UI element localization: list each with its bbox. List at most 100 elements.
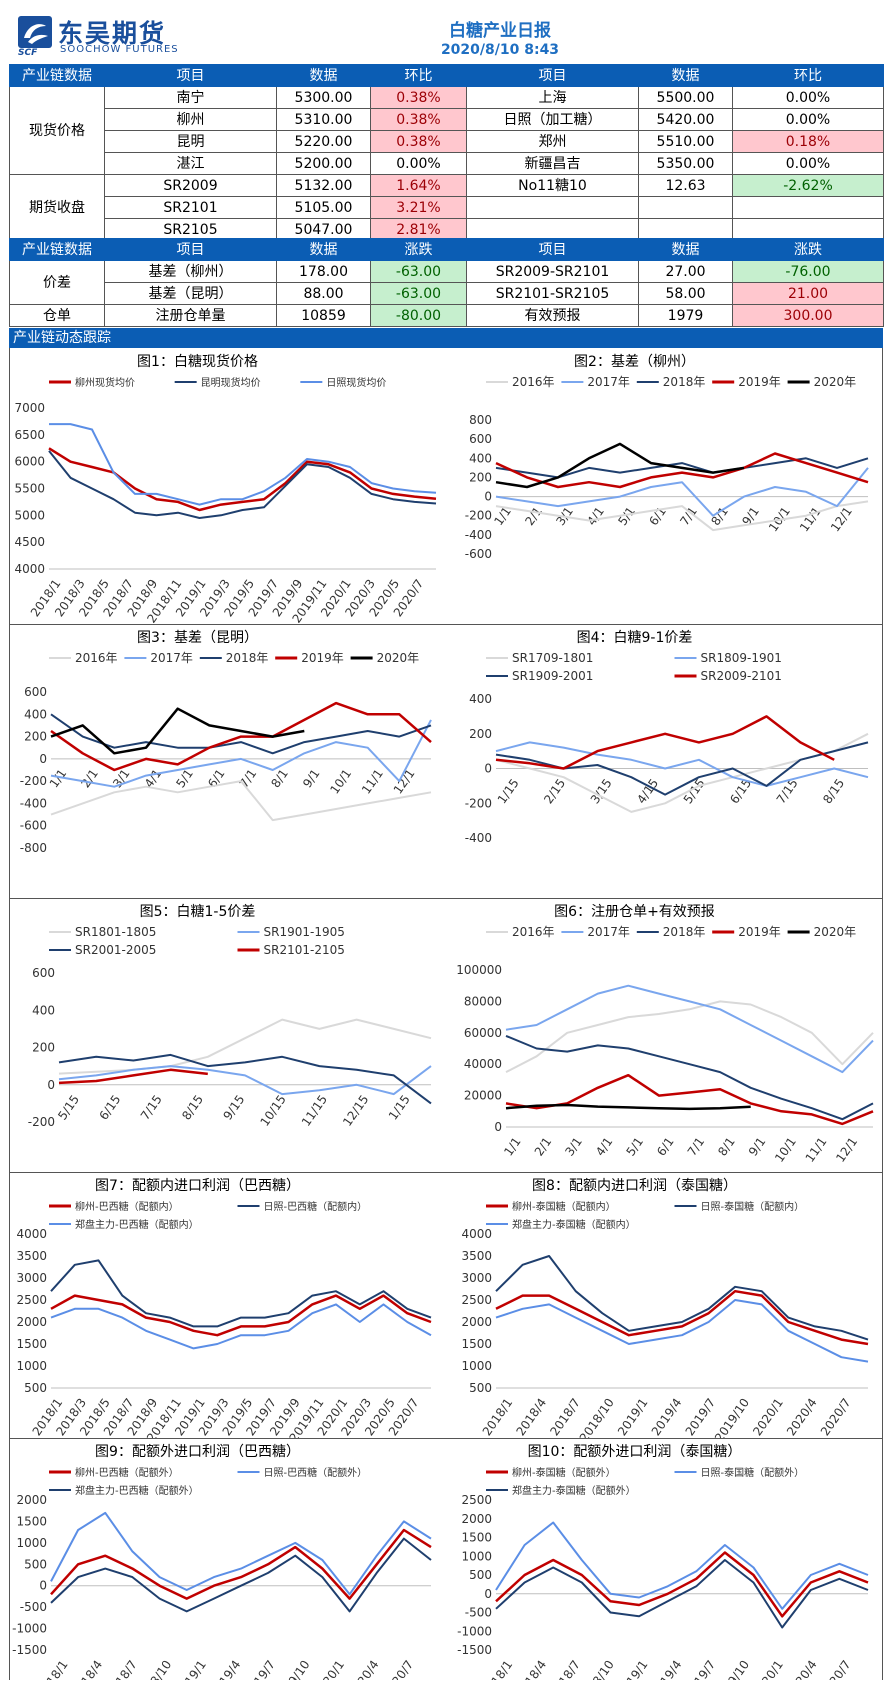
spread-label: 价差 bbox=[9, 260, 105, 305]
table-row: 价差 基差（柳州） 178.00 -63.00 SR2009-SR2101 27… bbox=[9, 260, 884, 305]
x-tick-label: 9/1 bbox=[746, 1135, 769, 1159]
x-tick-label: 4/1 bbox=[593, 1135, 616, 1159]
futures-close-label: 期货收盘 bbox=[9, 174, 105, 241]
x-tick-label: 2018/1 bbox=[480, 1396, 516, 1438]
series-line bbox=[50, 707, 305, 755]
legend-label: SR1709-1801 bbox=[512, 651, 593, 665]
y-tick-label: 3000 bbox=[16, 1271, 47, 1285]
x-tick-label: 2020/7 bbox=[818, 1396, 854, 1438]
legend-label: 柳州-泰国糖（配额外） bbox=[512, 1466, 616, 1479]
table-cell: -63.00 bbox=[370, 260, 467, 283]
y-tick-label: 1500 bbox=[461, 1531, 492, 1545]
table-cell: 27.00 bbox=[638, 260, 733, 283]
x-tick-label: 2019/10 bbox=[272, 1658, 312, 1680]
charts-area bbox=[9, 348, 883, 1680]
x-tick-label: 2020/1 bbox=[750, 1658, 786, 1680]
legend-label: 2017年 bbox=[587, 375, 630, 389]
legend-label: 柳州现货均价 bbox=[75, 376, 135, 389]
y-tick-label: 200 bbox=[469, 470, 492, 484]
legend-label: 郑盘主力-巴西糖（配额外） bbox=[75, 1484, 199, 1497]
legend-label: 郑盘主力-泰国糖（配额内） bbox=[512, 1218, 636, 1231]
table2-header: 产业链数据 bbox=[9, 238, 105, 261]
legend-label: SR1809-1901 bbox=[701, 651, 782, 665]
series-line bbox=[505, 1034, 874, 1121]
y-tick-label: 6500 bbox=[14, 428, 45, 442]
x-tick-label: 2018/10 bbox=[577, 1658, 617, 1680]
table1-header: 产业链数据 bbox=[9, 64, 105, 87]
series-line bbox=[50, 1303, 432, 1350]
series-line bbox=[50, 701, 432, 772]
legend-label: 郑盘主力-巴西糖（配额内） bbox=[75, 1218, 199, 1231]
report-title: 白糖产业日报 bbox=[449, 21, 551, 41]
series-line bbox=[58, 1018, 432, 1075]
y-tick-label: -400 bbox=[20, 796, 47, 810]
y-tick-label: 400 bbox=[469, 451, 492, 465]
table-cell: 0.38% bbox=[370, 86, 467, 109]
x-tick-label: 10/1 bbox=[772, 1135, 799, 1165]
y-tick-label: 0 bbox=[39, 1579, 47, 1593]
table-cell: 3.21% bbox=[370, 196, 467, 219]
x-tick-label: 1/15 bbox=[495, 776, 522, 806]
y-tick-label: -1000 bbox=[457, 1624, 492, 1638]
chart-title: 图8：配额内进口利润（泰国糖） bbox=[532, 1178, 737, 1194]
chart-svg: 图4：白糖9-1价差 SR1709-1801 SR1809-1901 SR1909-2… bbox=[465, 630, 869, 845]
series-line bbox=[50, 719, 432, 788]
table-row: 仓单 注册仓单量 10859 -80.00 有效预报 1979 300.00 bbox=[9, 304, 884, 327]
table-cell: 有效预报 bbox=[466, 304, 639, 327]
chart-title: 图2：基差（柳州） bbox=[574, 353, 695, 370]
table-cell: 基差（昆明） bbox=[104, 282, 277, 305]
legend-label: 日照-巴西糖（配额内） bbox=[264, 1200, 368, 1213]
series-line bbox=[50, 1294, 432, 1337]
table-cell-empty bbox=[638, 196, 733, 219]
divider bbox=[9, 1172, 883, 1173]
chart-title: 图5：白糖1-5价差 bbox=[140, 904, 256, 920]
y-tick-label: 800 bbox=[469, 413, 492, 427]
y-tick-label: 500 bbox=[24, 1381, 47, 1395]
series-line bbox=[495, 741, 869, 787]
legend-label: 2019年 bbox=[301, 651, 344, 665]
y-tick-label: 500 bbox=[24, 1557, 47, 1571]
x-tick-label: 12/1 bbox=[828, 504, 855, 534]
legend-label: 日照-泰国糖（配额外） bbox=[701, 1466, 805, 1479]
logo-english-name: SOOCHOW FUTURES bbox=[60, 44, 179, 55]
y-tick-label: 4000 bbox=[16, 1227, 47, 1241]
legend-label: 2020年 bbox=[814, 375, 857, 389]
table-row: 现货价格 南宁 5300.00 0.38% 上海 5500.00 0.00% bbox=[9, 86, 884, 175]
table-row: SR2101 5105.00 3.21% bbox=[10, 196, 884, 219]
y-tick-label: 7000 bbox=[14, 401, 45, 415]
table-row: 湛江 5200.00 0.00% 新疆昌吉 5350.00 0.00% bbox=[10, 152, 884, 175]
table-cell: 5300.00 bbox=[276, 86, 371, 109]
table-cell: 0.38% bbox=[370, 130, 467, 153]
y-tick-label: 1000 bbox=[16, 1359, 47, 1373]
y-tick-label: 3500 bbox=[461, 1249, 492, 1263]
y-tick-label: 500 bbox=[469, 1568, 492, 1582]
x-tick-label: 2020/4 bbox=[346, 1658, 382, 1680]
chart-c5: 图5：白糖1-5价差 SR1801-1805 SR1901-1905 SR2001-2… bbox=[9, 898, 446, 1172]
y-tick-label: -1500 bbox=[457, 1643, 492, 1657]
legend-label: 2020年 bbox=[377, 651, 420, 665]
table-cell: 5510.00 bbox=[638, 130, 733, 153]
chart-title: 图9：配额外进口利润（巴西糖） bbox=[95, 1444, 300, 1460]
x-tick-label: 8/1 bbox=[715, 1135, 738, 1159]
table-cell: 5350.00 bbox=[638, 152, 733, 175]
logo-scf-text: SCF bbox=[18, 48, 38, 58]
y-tick-label: 0 bbox=[494, 1120, 502, 1134]
table2-header-row: 产业链数据 项目 数据 涨跌 项目 数据 涨跌 bbox=[9, 238, 884, 261]
y-tick-label: 2000 bbox=[16, 1315, 47, 1329]
table-cell: 178.00 bbox=[276, 260, 371, 283]
y-tick-label: -200 bbox=[28, 1115, 55, 1129]
x-tick-label: 2019/7 bbox=[683, 1396, 719, 1438]
chart-svg: 图7：配额内进口利润（巴西糖） 柳州-巴西糖（配额内） 日照-巴西糖（配额内） 郑盘主… bbox=[16, 1178, 432, 1445]
series-line bbox=[505, 1000, 874, 1073]
table-cell-empty bbox=[466, 196, 639, 219]
x-tick-label: 2020/1 bbox=[311, 1658, 347, 1680]
warehouse-label: 仓单 bbox=[9, 304, 105, 327]
x-tick-label: 2019/7 bbox=[242, 1658, 278, 1680]
table-cell: 1.64% bbox=[370, 174, 467, 197]
table2-header: 涨跌 bbox=[370, 238, 467, 261]
y-tick-label: 200 bbox=[24, 730, 47, 744]
y-tick-label: 1500 bbox=[16, 1337, 47, 1351]
y-tick-label: 0 bbox=[484, 1587, 492, 1601]
table-cell: 日照（加工糖） bbox=[466, 108, 639, 131]
table-cell-empty bbox=[732, 196, 884, 219]
